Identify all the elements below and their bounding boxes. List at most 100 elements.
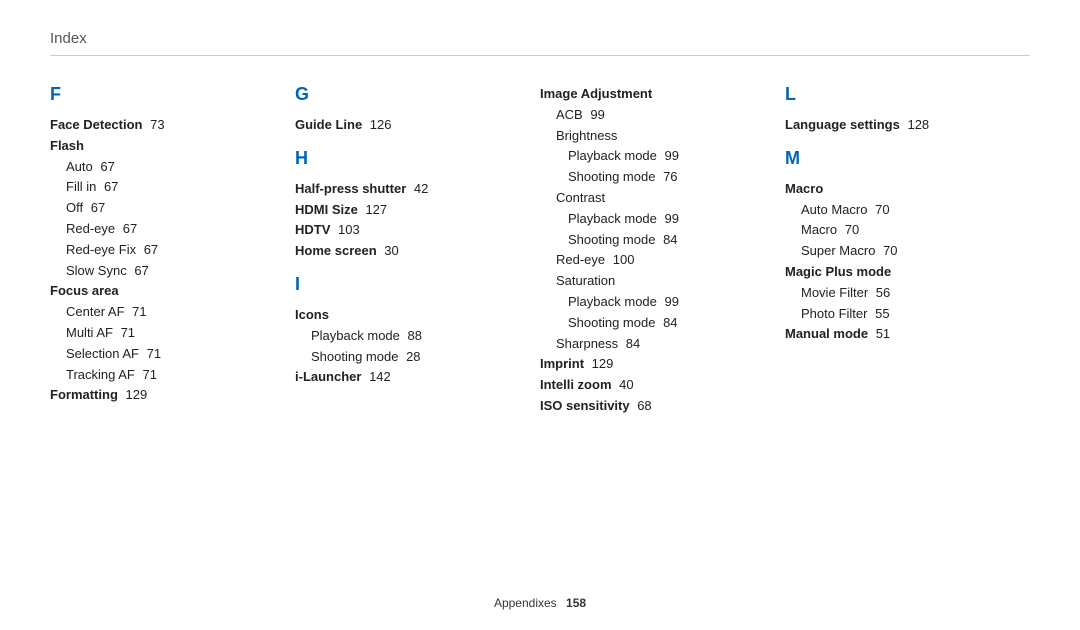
entry-page: 40 [616,377,634,392]
entry-page: 51 [872,326,890,341]
entry-text: Playback mode [568,294,657,309]
entry-page: 84 [659,315,677,330]
footer-page-number: 158 [566,596,586,610]
entry-text: Macro [801,222,837,237]
entry-text: Shooting mode [568,232,655,247]
entry-text: Face Detection [50,117,142,132]
entry-page: 71 [139,367,157,382]
section-letter: L [785,84,1010,105]
entry-page: 76 [659,169,677,184]
entry-page: 99 [587,107,605,122]
footer-label: Appendixes [494,596,557,610]
index-entry: Guide Line 126 [295,115,520,136]
entry-text: Center AF [66,304,125,319]
entry-text: Image Adjustment [540,86,652,101]
index-entry: Shooting mode 76 [540,167,765,188]
entry-page: 67 [100,179,118,194]
index-entry: ACB 99 [540,105,765,126]
index-entry: Playback mode 99 [540,209,765,230]
entry-text: Movie Filter [801,285,868,300]
index-entry: Tracking AF 71 [50,365,275,386]
index-entry: HDMI Size 127 [295,200,520,221]
page-header: Index [50,30,1030,47]
entry-text: Contrast [556,190,605,205]
section-letter: F [50,84,275,105]
entry-text: i-Launcher [295,369,361,384]
entry-text: Language settings [785,117,900,132]
entry-text: Playback mode [568,211,657,226]
index-entry: Selection AF 71 [50,344,275,365]
entry-text: Fill in [66,179,96,194]
entry-text: Brightness [556,128,617,143]
entry-page: 71 [143,346,161,361]
index-entry: Focus area [50,281,275,302]
section-letter: M [785,148,1010,169]
entry-text: HDTV [295,222,330,237]
index-entry: Shooting mode 84 [540,230,765,251]
entry-text: Icons [295,307,329,322]
section-letter: H [295,148,520,169]
index-entry: Shooting mode 28 [295,347,520,368]
index-column: GGuide Line 126HHalf-press shutter 42HDM… [295,84,540,417]
index-entry: Macro [785,179,1010,200]
entry-text: Playback mode [311,328,400,343]
index-entry: Shooting mode 84 [540,313,765,334]
entry-page: 99 [661,148,679,163]
index-entry: Language settings 128 [785,115,1010,136]
entry-page: 129 [588,356,613,371]
header-divider [50,55,1030,56]
entry-text: Multi AF [66,325,113,340]
entry-text: Imprint [540,356,584,371]
entry-text: Macro [785,181,823,196]
index-entry: Center AF 71 [50,302,275,323]
index-entry: Fill in 67 [50,177,275,198]
entry-page: 67 [119,221,137,236]
page-footer: Appendixes 158 [0,596,1080,610]
entry-text: Off [66,200,83,215]
index-entry: Red-eye 100 [540,250,765,271]
index-entry: Imprint 129 [540,354,765,375]
index-entry: Manual mode 51 [785,324,1010,345]
entry-text: Guide Line [295,117,362,132]
index-columns: FFace Detection 73FlashAuto 67Fill in 67… [50,84,1030,417]
index-entry: Home screen 30 [295,241,520,262]
index-entry: Playback mode 88 [295,326,520,347]
entry-text: Formatting [50,387,118,402]
entry-text: Selection AF [66,346,139,361]
index-entry: Sharpness 84 [540,334,765,355]
entry-page: 142 [365,369,390,384]
index-entry: Brightness [540,126,765,147]
entry-text: Home screen [295,243,377,258]
index-column: LLanguage settings 128MMacroAuto Macro 7… [785,84,1030,417]
entry-text: Shooting mode [568,169,655,184]
entry-text: Focus area [50,283,119,298]
index-entry: Formatting 129 [50,385,275,406]
entry-page: 30 [381,243,399,258]
section-letter: I [295,274,520,295]
entry-text: Shooting mode [311,349,398,364]
entry-page: 56 [872,285,890,300]
entry-page: 127 [362,202,387,217]
entry-text: Red-eye Fix [66,242,136,257]
index-entry: Saturation [540,271,765,292]
index-entry: Red-eye 67 [50,219,275,240]
entry-page: 88 [404,328,422,343]
entry-page: 100 [609,252,634,267]
section-letter: G [295,84,520,105]
entry-page: 84 [659,232,677,247]
entry-page: 129 [122,387,147,402]
entry-text: Auto Macro [801,202,867,217]
entry-page: 70 [871,202,889,217]
index-entry: i-Launcher 142 [295,367,520,388]
index-entry: Auto Macro 70 [785,200,1010,221]
index-entry: Magic Plus mode [785,262,1010,283]
entry-page: 28 [402,349,420,364]
index-entry: Intelli zoom 40 [540,375,765,396]
entry-text: Shooting mode [568,315,655,330]
entry-page: 70 [841,222,859,237]
index-column: Image Adjustment ACB 99 Brightness Playback… [540,84,785,417]
entry-page: 71 [129,304,147,319]
entry-page: 67 [140,242,158,257]
entry-text: Half-press shutter [295,181,406,196]
entry-text: Playback mode [568,148,657,163]
